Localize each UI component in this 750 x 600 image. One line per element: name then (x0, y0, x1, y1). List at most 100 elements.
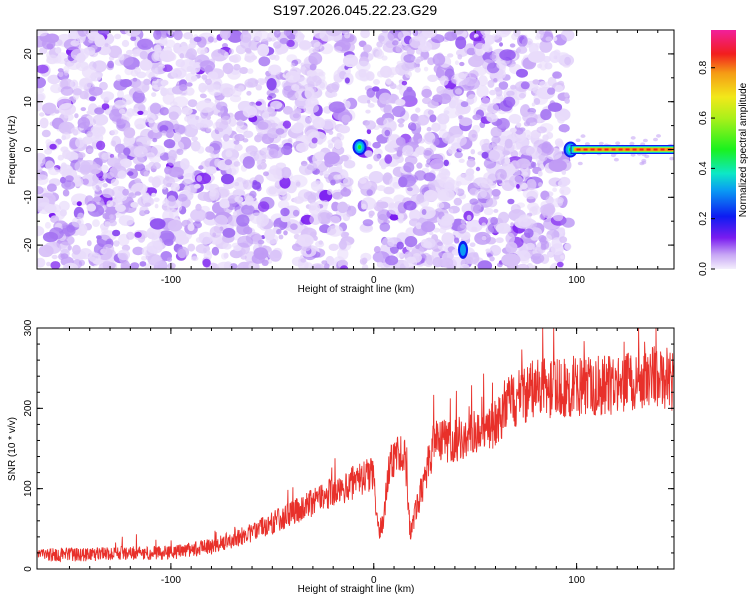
spectrogram-cell (423, 241, 433, 249)
spectrogram-cell (338, 125, 351, 134)
spectrogram-cell (282, 192, 291, 201)
spectrogram-cell (92, 136, 97, 141)
spectrogram-cell (460, 219, 466, 225)
spectrogram-cell (247, 77, 258, 88)
spectrogram-cell (152, 84, 158, 89)
spectrogram-cell (283, 230, 288, 236)
spectrogram-cell (257, 43, 270, 57)
spectrogram-cell (233, 211, 237, 216)
spectrogram-cell (249, 150, 257, 157)
spectrogram-cell (224, 159, 233, 166)
spectrogram-cell (552, 187, 557, 192)
spectrogram-y-tick-label: -20 (23, 237, 34, 252)
spectrogram-cell (215, 118, 229, 131)
spectrogram-cell (490, 216, 498, 226)
spectrogram-cell (183, 173, 196, 184)
spectrogram-cell (59, 78, 74, 90)
spectrogram-cell (375, 50, 385, 59)
spectrogram-cell (328, 130, 334, 135)
spectrogram-cell (403, 88, 416, 102)
spectrogram-cell (422, 97, 432, 105)
spectrogram-cell (254, 79, 259, 84)
spectrogram-cell (120, 260, 131, 269)
spectrogram-cell (503, 87, 518, 100)
spectrogram-cell (538, 182, 543, 187)
spectrogram-cell (291, 243, 303, 252)
spectrogram-cell (154, 260, 168, 269)
spectrogram-cell (94, 34, 106, 48)
spectrogram-cell (476, 85, 489, 98)
chart-title: S197.2026.045.22.23.G29 (273, 2, 437, 18)
spectrogram-cell (198, 231, 213, 245)
spectrogram-cell (242, 156, 255, 169)
spectrogram-cell (280, 167, 292, 179)
spectrogram-cell (525, 117, 538, 127)
spectrogram-cell (39, 112, 45, 117)
spectrogram-cell (237, 235, 254, 248)
spectrogram-cell (436, 202, 445, 209)
spectrogram-cell (486, 113, 498, 123)
colorbar: 0.0 0.2 0.4 0.6 0.8 Normalized spectral ampl… (698, 30, 749, 276)
spectrogram-cell (163, 139, 176, 149)
spectrogram-cell (509, 43, 516, 48)
spectrogram-cell (37, 154, 46, 167)
spectrogram-cell (225, 150, 233, 158)
spectrogram-cell (137, 110, 144, 115)
spectrogram-cell (549, 50, 561, 64)
spectrogram-cell (376, 185, 386, 192)
spectrogram-cell (134, 178, 142, 184)
spectrogram-cell (282, 120, 292, 129)
spectrogram-cell (423, 172, 436, 182)
spectrogram-cell (159, 124, 169, 133)
spectrogram-noise (37, 30, 674, 269)
spectrogram-cell (540, 109, 552, 121)
spectrogram-cell (368, 210, 375, 217)
spectrogram-cell (561, 217, 575, 228)
spectrogram-cell (166, 257, 173, 262)
spectrogram-cell (552, 71, 562, 79)
spectrogram-cell (331, 81, 340, 91)
spectrogram-cell (526, 179, 537, 191)
spectrogram-cell (259, 78, 266, 86)
spectrogram-marks (37, 30, 674, 269)
spectrogram-cell (86, 130, 93, 138)
spectrogram-cell (469, 198, 479, 205)
spectrogram-cell (491, 189, 501, 197)
spectrogram-cell (253, 247, 269, 260)
spectrogram-cell (49, 143, 57, 150)
colorbar-tick-label: 0.2 (698, 211, 709, 225)
snr-marks (37, 328, 674, 563)
spectrogram-cell (383, 186, 395, 195)
spectrogram-cell (269, 249, 282, 262)
spectrogram-cell (168, 111, 179, 120)
spectrogram-cell (490, 126, 502, 138)
spectrogram-cell (403, 54, 416, 63)
spectrogram-cell (552, 36, 558, 42)
spectrogram-cell (62, 189, 70, 197)
spectrogram-cell (235, 44, 246, 55)
spectrogram-cell (70, 127, 82, 135)
spectrogram-cell (389, 214, 399, 221)
spectrogram-cell (139, 261, 147, 267)
spectrogram-cell (242, 179, 253, 190)
spectrogram-cell (149, 102, 162, 115)
spectrogram-cell (170, 67, 187, 79)
spectrogram-cell (388, 202, 396, 209)
spectrogram-cell (196, 46, 208, 55)
spectrogram-cell (362, 44, 373, 53)
spectrogram-cell (560, 255, 565, 260)
spectrogram-cell (132, 90, 145, 104)
spectrogram-cell (334, 46, 343, 52)
spectrogram-cell (226, 167, 237, 176)
spectrogram-cell (189, 116, 205, 130)
spectrogram-cell (454, 88, 463, 95)
spectrogram-cell (337, 201, 349, 213)
spectrogram-cell (653, 137, 658, 142)
spectrogram-cell (500, 30, 507, 34)
spectrogram-cell (111, 129, 119, 135)
spectrogram-cell (359, 72, 370, 82)
spectrogram-cell (385, 255, 399, 266)
spectrogram-cell (466, 47, 476, 56)
spectrogram-cell (325, 30, 342, 37)
spectrogram-cell (610, 153, 616, 158)
